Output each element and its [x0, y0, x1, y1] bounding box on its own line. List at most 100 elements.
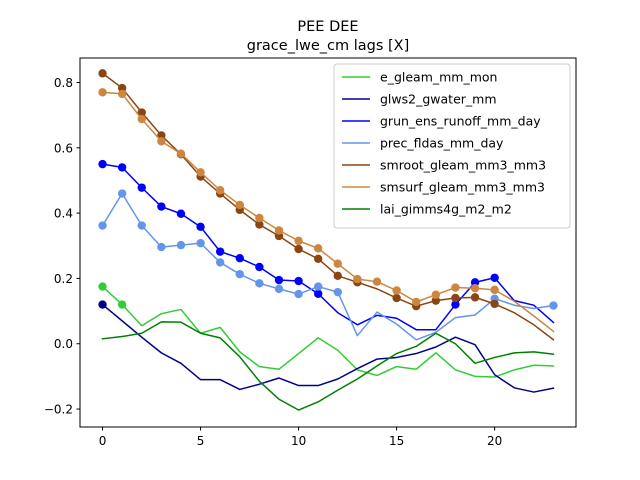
data-point [117, 89, 127, 99]
data-point [157, 131, 166, 140]
legend: e_gleam_mm_mon glws2_gwater_mm grun_ens_ru… [333, 63, 571, 229]
x-tick-label: 5 [197, 434, 205, 448]
series-smsurf_gleam_mm3_mm3 [98, 88, 555, 333]
data-point [117, 300, 127, 309]
data-point [196, 168, 205, 177]
data-point [255, 213, 264, 223]
data-point [451, 293, 460, 303]
data-point [176, 209, 186, 218]
data-point [137, 114, 146, 124]
data-point [176, 240, 186, 250]
series-lai_gimms4g_m2_m2 [101, 321, 555, 411]
data-point [137, 108, 146, 117]
data-point [333, 287, 342, 297]
data-point [490, 285, 499, 295]
y-tick-label: −0.2 [44, 403, 73, 417]
data-point [372, 277, 382, 286]
data-point [294, 289, 303, 299]
data-point [215, 247, 225, 256]
legend-item: glws2_gwater_mm [342, 92, 497, 107]
data-point [470, 278, 480, 287]
data-point [549, 301, 558, 310]
data-point [98, 159, 107, 169]
legend-item: lai_gimms4g_m2_m2 [342, 202, 512, 217]
data-point [392, 286, 401, 295]
series-line-glws2_gwater_mm [101, 303, 555, 393]
data-point [98, 282, 107, 291]
data-point [294, 244, 303, 254]
data-point [451, 300, 460, 309]
data-point [215, 186, 225, 195]
y-tick-label: 0.8 [54, 76, 73, 90]
y-tick-label: 0.6 [54, 141, 73, 155]
data-point [176, 149, 186, 158]
data-point [333, 271, 342, 281]
data-point [117, 163, 127, 172]
series-e_gleam_mm_mon [98, 282, 555, 378]
legend-item: prec_fldas_mm_day [342, 136, 504, 151]
data-point [117, 83, 127, 93]
data-point [392, 293, 401, 303]
data-point [431, 296, 441, 305]
data-point [137, 221, 146, 230]
legend-label: e_gleam_mm_mon [380, 70, 497, 85]
data-point [235, 200, 244, 210]
legend-label: grun_ens_runoff_mm_day [380, 114, 541, 129]
data-point [314, 244, 323, 253]
y-tick-label: 0.4 [54, 207, 73, 221]
legend-item: smsurf_gleam_mm3_mm3 [342, 180, 545, 195]
legend-box [333, 63, 571, 229]
chart-title: PEE DEE [297, 19, 358, 35]
series-line-e_gleam_mm_mon [101, 285, 555, 378]
data-point [255, 279, 264, 288]
data-point [274, 284, 284, 294]
data-point [274, 275, 284, 285]
plot-frame [79, 57, 577, 428]
legend-label: glws2_gwater_mm [380, 92, 497, 107]
chart-subtitle: grace_lwe_cm lags [X] [247, 38, 410, 54]
data-point [490, 299, 499, 309]
series-prec_fldas_mm_day [98, 189, 558, 341]
legend-item: e_gleam_mm_mon [342, 70, 497, 85]
data-point [98, 88, 107, 97]
legend-label: lai_gimms4g_m2_m2 [380, 202, 512, 217]
legend-label: prec_fldas_mm_day [380, 136, 504, 151]
data-point [235, 253, 244, 263]
data-point [314, 254, 323, 264]
data-point [196, 238, 205, 248]
data-point [431, 290, 441, 299]
series-line-lai_gimms4g_m2_m2 [101, 321, 555, 411]
series-grun_ens_runoff_mm_day [98, 159, 555, 331]
data-point [294, 236, 303, 246]
legend-item: smroot_gleam_mm3_mm3 [342, 158, 546, 173]
data-point [117, 189, 127, 198]
x-tick-label: 20 [487, 434, 502, 448]
y-tick-label: 0.2 [54, 272, 73, 286]
data-point [470, 284, 480, 293]
legend-label: smsurf_gleam_mm3_mm3 [380, 180, 545, 195]
data-point [470, 293, 480, 302]
data-point [314, 282, 323, 291]
data-point [157, 137, 166, 146]
series-glws2_gwater_mm [98, 300, 555, 393]
data-point [98, 69, 107, 78]
data-point [451, 283, 460, 292]
data-point [98, 300, 107, 309]
data-point [157, 202, 166, 211]
data-point [235, 269, 244, 279]
data-point [98, 221, 107, 230]
data-point [294, 276, 303, 286]
data-point [314, 289, 323, 298]
data-point [196, 222, 205, 232]
data-point [255, 262, 264, 272]
x-tick-label: 0 [99, 434, 107, 448]
data-point [157, 242, 166, 252]
x-tick-label: 10 [291, 434, 306, 448]
legend-label: smroot_gleam_mm3_mm3 [380, 158, 546, 173]
data-point [255, 220, 264, 229]
data-point [274, 226, 284, 235]
data-point [215, 258, 225, 267]
data-point [137, 183, 146, 192]
y-tick-label: 0.0 [54, 337, 73, 351]
